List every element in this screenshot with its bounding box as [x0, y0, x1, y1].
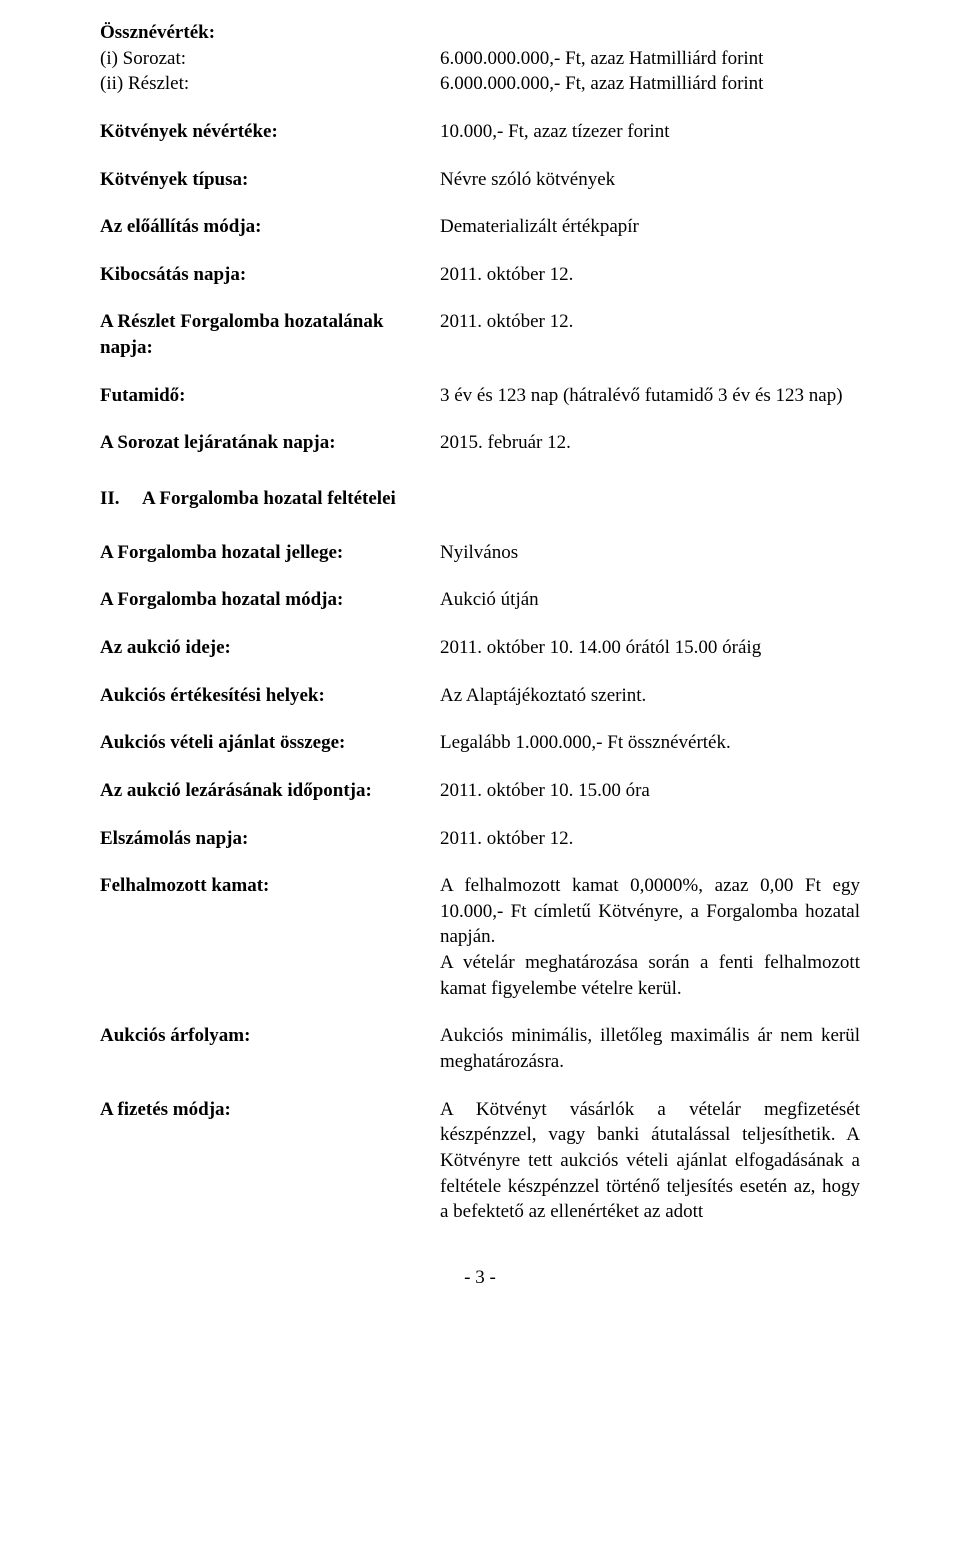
sorozat-i-label: (i) Sorozat:: [100, 46, 440, 72]
reszlet-ii-label: (ii) Részlet:: [100, 71, 440, 97]
ertekesitesi-label: Aukciós értékesítési helyek:: [100, 683, 440, 709]
eloallitas-label: Az előállítás módja:: [100, 214, 440, 240]
elszamolas-value: 2011. október 12.: [440, 826, 860, 852]
reszlet-forgalomba-label: A Részlet Forgalomba hozatalának napja:: [100, 309, 440, 360]
ossznevertek-label: Össznévérték:: [100, 20, 440, 46]
futamido-label: Futamidő:: [100, 383, 440, 409]
lezaras-label: Az aukció lezárásának időpontja:: [100, 778, 440, 804]
aukcio-ideje-label: Az aukció ideje:: [100, 635, 440, 661]
felhalmozott-label: Felhalmozott kamat:: [100, 873, 440, 899]
reszlet-forgalomba-value: 2011. október 12.: [440, 309, 860, 335]
arfolyam-label: Aukciós árfolyam:: [100, 1023, 440, 1049]
modja-value: Aukció útján: [440, 587, 860, 613]
modja-label: A Forgalomba hozatal módja:: [100, 587, 440, 613]
felhalmozott-line1: A felhalmozott kamat 0,0000%, azaz 0,00 …: [440, 873, 860, 950]
kotveny-tipus-label: Kötvények típusa:: [100, 167, 440, 193]
lezaras-value: 2011. október 10. 15.00 óra: [440, 778, 860, 804]
sorozat-lejarat-value: 2015. február 12.: [440, 430, 860, 456]
fizetes-value: A Kötvényt vásárlók a vételár megfizetés…: [440, 1097, 860, 1225]
arfolyam-value: Aukciós minimális, illetőleg maximális á…: [440, 1023, 860, 1074]
fizetes-label: A fizetés módja:: [100, 1097, 440, 1123]
sorozat-i-value: 6.000.000.000,- Ft, azaz Hatmilliárd for…: [440, 46, 860, 72]
jellege-label: A Forgalomba hozatal jellege:: [100, 540, 440, 566]
kibocsatas-label: Kibocsátás napja:: [100, 262, 440, 288]
reszlet-ii-value: 6.000.000.000,- Ft, azaz Hatmilliárd for…: [440, 71, 860, 97]
jellege-value: Nyilvános: [440, 540, 860, 566]
page-number: - 3 -: [100, 1265, 860, 1291]
aukcio-ideje-value: 2011. október 10. 14.00 órától 15.00 órá…: [440, 635, 860, 661]
felhalmozott-value: A felhalmozott kamat 0,0000%, azaz 0,00 …: [440, 873, 860, 1001]
futamido-value: 3 év és 123 nap (hátralévő futamidő 3 év…: [440, 383, 860, 409]
kotveny-tipus-value: Névre szóló kötvények: [440, 167, 860, 193]
section-ii-title: A Forgalomba hozatal feltételei: [142, 486, 396, 512]
eloallitas-value: Dematerializált értékpapír: [440, 214, 860, 240]
veteli-label: Aukciós vételi ajánlat összege:: [100, 730, 440, 756]
kibocsatas-value: 2011. október 12.: [440, 262, 860, 288]
section-ii-heading: II. A Forgalomba hozatal feltételei: [100, 486, 860, 512]
veteli-value: Legalább 1.000.000,- Ft össznévérték.: [440, 730, 860, 756]
ertekesitesi-value: Az Alaptájékoztató szerint.: [440, 683, 860, 709]
sorozat-lejarat-label: A Sorozat lejáratának napja:: [100, 430, 440, 456]
kotveny-nev-label: Kötvények névértéke:: [100, 119, 440, 145]
kotveny-nev-value: 10.000,- Ft, azaz tízezer forint: [440, 119, 860, 145]
section-ii-number: II.: [100, 486, 142, 512]
elszamolas-label: Elszámolás napja:: [100, 826, 440, 852]
felhalmozott-line2: A vételár meghatározása során a fenti fe…: [440, 950, 860, 1001]
